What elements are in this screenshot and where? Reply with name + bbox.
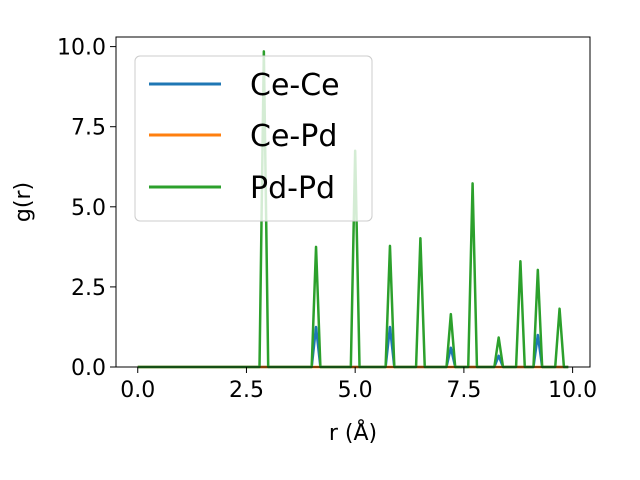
- legend-label-pd-pd: Pd-Pd: [250, 171, 335, 206]
- legend-label-ce-ce: Ce-Ce: [250, 68, 340, 103]
- y-tick-label: 7.5: [71, 116, 106, 141]
- x-tick-label: 2.5: [229, 378, 264, 403]
- legend-box: [134, 55, 373, 222]
- x-axis: 0.0 2.5 5.0 7.5 10.0: [120, 367, 597, 403]
- y-tick-label: 5.0: [71, 196, 106, 221]
- legend-label-ce-pd: Ce-Pd: [250, 119, 337, 154]
- plot-frame: [115, 36, 591, 368]
- x-tick-label: 0.0: [120, 378, 155, 403]
- x-tick-label: 7.5: [446, 378, 481, 403]
- series-line-pd-pd: [137, 50, 569, 369]
- x-tick-label: 5.0: [338, 378, 373, 403]
- y-tick-label: 0.0: [71, 356, 106, 381]
- y-tick-label: 10.0: [57, 36, 106, 61]
- y-axis-title: g(r): [11, 182, 36, 222]
- y-tick-label: 2.5: [71, 276, 106, 301]
- legend: Ce-Ce Ce-Pd Pd-Pd: [134, 55, 373, 222]
- y-axis: 0.0 2.5 5.0 7.5 10.0: [57, 36, 116, 381]
- x-tick-label: 10.0: [548, 378, 597, 403]
- x-axis-title: r (Å): [329, 419, 377, 446]
